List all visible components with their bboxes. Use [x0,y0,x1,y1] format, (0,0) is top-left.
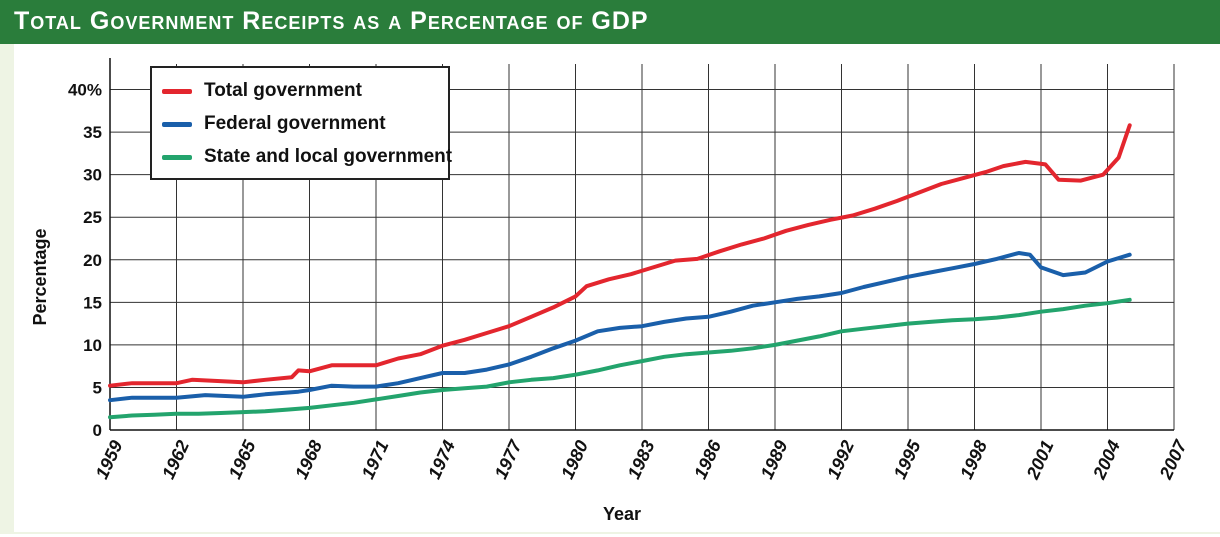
y-tick-label: 5 [93,378,102,397]
x-tick-label: 1977 [491,436,526,482]
x-tick-label: 1965 [225,436,260,482]
y-axis-title: Percentage [30,228,50,325]
x-tick-label: 1986 [690,436,725,482]
x-tick-label: 1998 [956,437,991,482]
x-tick-label: 2001 [1022,437,1057,483]
series-line-federal [108,251,1132,403]
legend-item-state-local: State and local government [162,142,452,172]
legend-label-federal: Federal government [204,113,386,134]
legend-swatch-total [162,88,192,94]
legend-label-state-local: State and local government [204,146,453,167]
y-tick-label: 25 [83,208,102,227]
y-tick-label: 20 [83,251,102,270]
x-tick-label: 1968 [291,437,326,482]
y-tick-label: 0 [93,421,102,440]
legend-label-total: Total government [204,80,362,101]
chart-title: Total Government Receipts as a Percentag… [14,7,649,35]
series-line-total [108,123,1132,388]
y-tick-label: 15 [83,293,102,312]
y-tick-label: 35 [83,123,102,142]
x-tick-label: 1983 [624,437,659,482]
x-tick-label: 1989 [757,437,792,482]
legend-item-total: Total government [162,76,362,106]
x-tick-label: 1992 [823,437,858,482]
x-tick-label: 1959 [92,437,127,482]
x-tick-label: 1971 [358,437,393,482]
legend: Total government Federal government Stat… [150,66,452,180]
axes [109,58,1174,431]
x-tick-label: 1974 [424,437,459,482]
legend-item-federal: Federal government [162,109,386,139]
x-tick-label: 1962 [158,437,193,482]
title-bar: Total Government Receipts as a Percentag… [0,0,1220,44]
y-tick-label: 10 [83,336,102,355]
x-tick-label: 2007 [1155,436,1191,483]
y-tick-label: 40% [68,81,102,100]
x-tick-label: 1995 [890,436,925,482]
legend-swatch-state-local [162,154,192,160]
x-tick-label: 1980 [557,437,592,482]
legend-swatch-federal [162,121,192,127]
series-line-state-local [108,297,1132,420]
x-tick-label: 2004 [1089,437,1124,483]
y-tick-label: 30 [83,166,102,185]
series-lines [108,123,1132,420]
x-axis-title: Year [603,504,641,524]
